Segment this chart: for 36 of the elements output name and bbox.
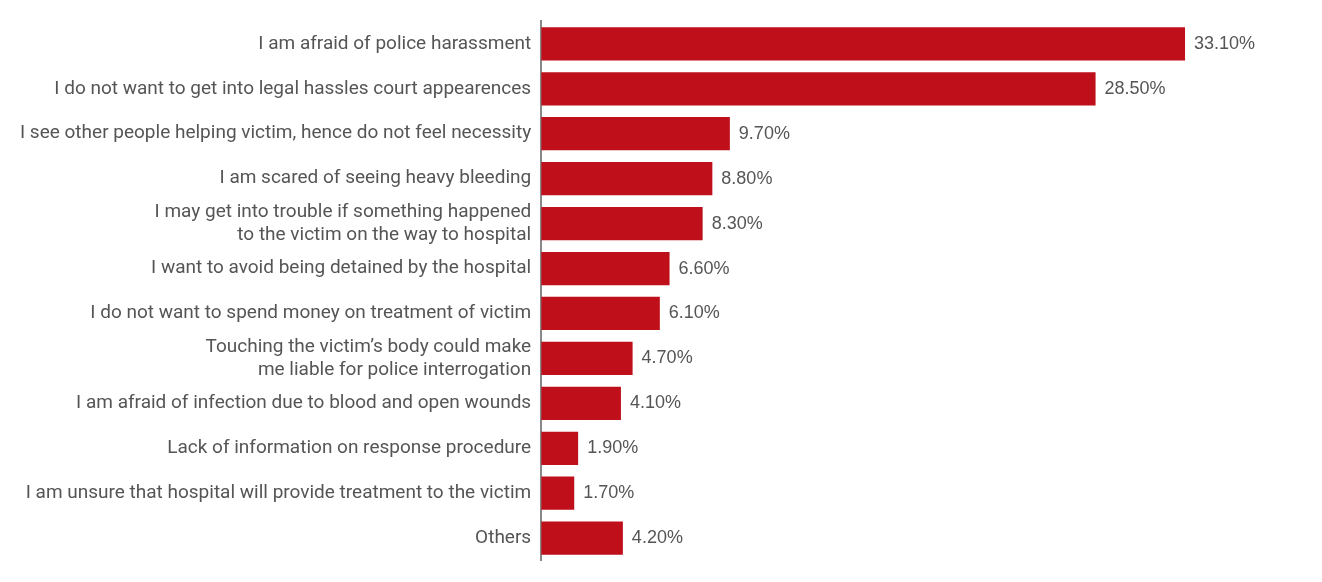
data-label: 8.30% <box>711 212 763 233</box>
data-label: 6.10% <box>668 302 720 323</box>
bar <box>541 431 579 465</box>
y-tick-label: I may get into trouble if something happened to the victim on the way to hospital <box>154 198 532 245</box>
data-label: 4.10% <box>629 392 681 413</box>
y-tick-label: I am afraid of police harassment <box>258 30 532 54</box>
bar <box>541 386 621 420</box>
y-tick-label: I am afraid of infection due to blood and open wounds <box>76 390 532 414</box>
bar <box>541 341 633 376</box>
y-tick-label: I want to avoid being detained by the hospital <box>151 255 532 279</box>
data-label: 33.10% <box>1194 32 1256 53</box>
data-label: 9.70% <box>738 122 790 143</box>
bar <box>541 162 713 196</box>
y-tick-label: Touching the victim’s body could make me liable for police interrogation <box>205 333 532 380</box>
data-label: 28.50% <box>1104 77 1166 98</box>
data-label: 1.90% <box>587 437 639 458</box>
bar <box>541 206 703 241</box>
bar <box>541 476 575 510</box>
data-label: 4.20% <box>631 527 683 548</box>
y-tick-label: I am unsure that hospital will provide treatment to the victim <box>25 479 532 503</box>
bar <box>541 27 1186 61</box>
bar <box>541 296 660 331</box>
data-label: 1.70% <box>583 482 635 503</box>
bar <box>541 251 670 286</box>
y-tick-label: Lack of information on response procedure <box>167 435 532 459</box>
y-tick-label: Others <box>475 524 532 548</box>
y-tick-label: I see other people helping victim, hence do not feel necessity <box>19 120 532 144</box>
y-tick-label: I am scared of seeing heavy bleeding <box>219 165 532 189</box>
bar <box>541 117 730 151</box>
y-tick-label: I do not want to get into legal hassles court appearences <box>54 75 532 99</box>
data-label: 6.60% <box>678 257 730 278</box>
data-label: 4.70% <box>641 347 693 368</box>
data-label: 8.80% <box>721 167 773 188</box>
y-tick-label: I do not want to spend money on treatment of victim <box>90 300 532 324</box>
bar <box>541 521 623 555</box>
bar <box>541 72 1096 106</box>
